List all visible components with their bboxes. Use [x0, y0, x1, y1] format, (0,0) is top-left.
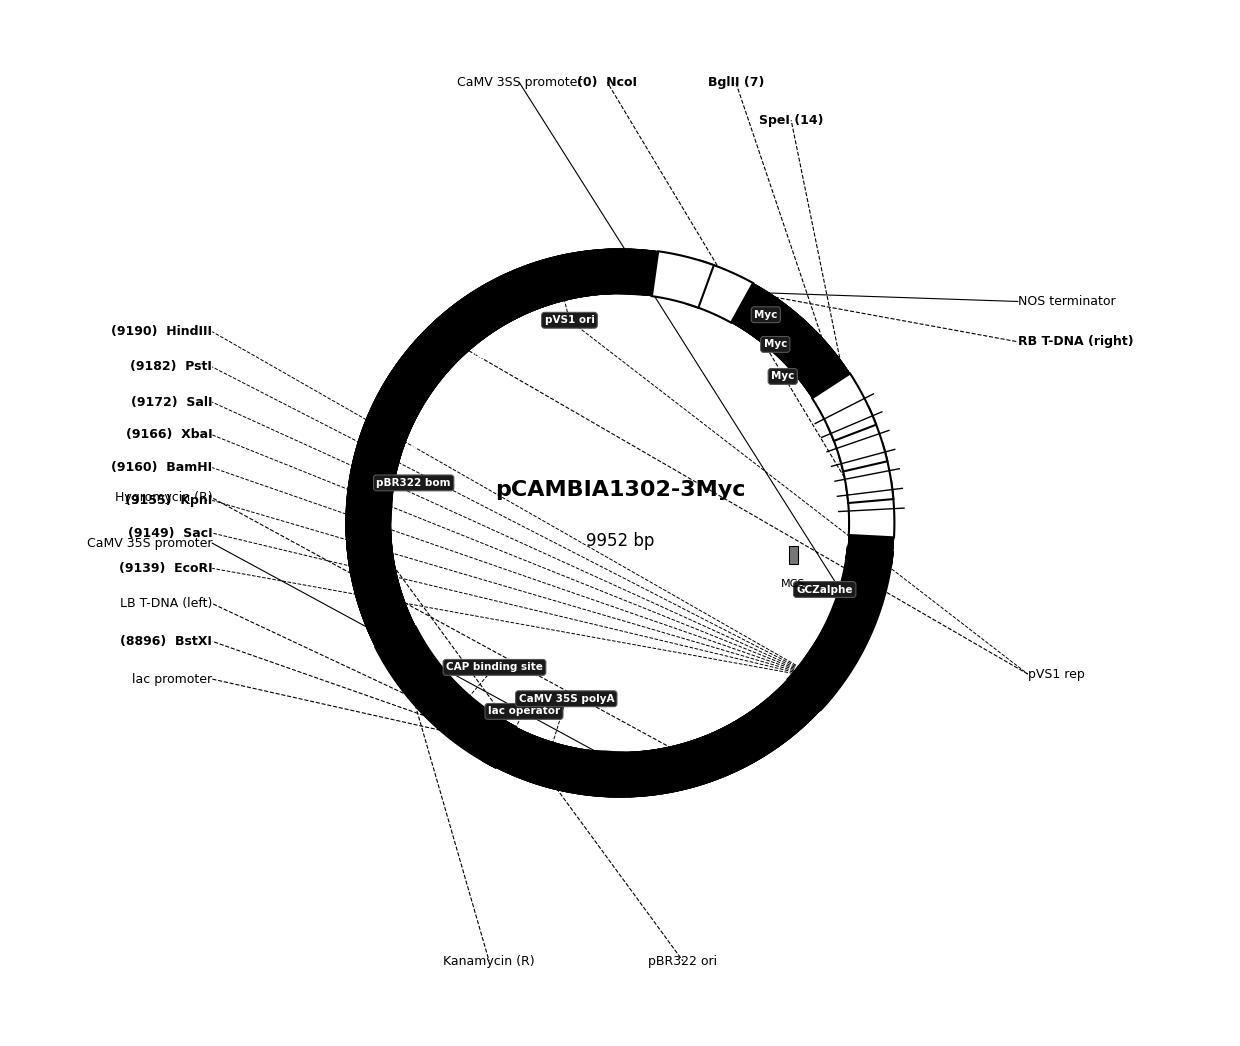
Polygon shape	[839, 442, 893, 503]
Text: lac promoter: lac promoter	[133, 673, 212, 685]
Text: p: p	[543, 310, 554, 322]
Polygon shape	[346, 249, 894, 797]
Text: (9160)  BamHI: (9160) BamHI	[112, 461, 212, 474]
Text: LB T-DNA (left): LB T-DNA (left)	[120, 597, 212, 610]
Text: (9182)  PstI: (9182) PstI	[130, 361, 212, 373]
Text: BglII (7): BglII (7)	[708, 76, 764, 89]
Text: CaMV 3SS promoter: CaMV 3SS promoter	[456, 76, 582, 89]
Text: p: p	[417, 422, 429, 433]
Text: (9155)  KpnI: (9155) KpnI	[125, 494, 212, 507]
Text: pVS1 rep: pVS1 rep	[1028, 667, 1085, 681]
Polygon shape	[652, 251, 714, 308]
Text: pCAMBIA1302-3Myc: pCAMBIA1302-3Myc	[495, 480, 745, 500]
Text: (9172)  SalI: (9172) SalI	[130, 395, 212, 409]
Text: pBR322 ori: pBR322 ori	[649, 955, 718, 968]
Polygon shape	[846, 480, 894, 538]
Polygon shape	[346, 249, 894, 797]
Polygon shape	[346, 249, 894, 797]
FancyBboxPatch shape	[789, 546, 799, 564]
Text: Myc: Myc	[764, 339, 787, 349]
Text: Myc: Myc	[754, 310, 777, 320]
Text: CaMV 35S polyA: CaMV 35S polyA	[518, 693, 614, 704]
Polygon shape	[787, 541, 893, 710]
Text: (9190)  HindIII: (9190) HindIII	[112, 325, 212, 338]
Text: S: S	[495, 333, 507, 345]
Text: (0)  NcoI: (0) NcoI	[578, 76, 637, 89]
Text: CaMV 35S promoter: CaMV 35S promoter	[87, 537, 212, 549]
Text: Kanamycin (R): Kanamycin (R)	[443, 955, 534, 968]
Text: CAP binding site: CAP binding site	[446, 662, 543, 673]
Text: A: A	[408, 442, 420, 454]
Text: R: R	[441, 382, 454, 394]
Polygon shape	[346, 249, 894, 797]
Text: pVS1 ori: pVS1 ori	[544, 315, 594, 325]
Text: e: e	[428, 402, 440, 412]
Text: 1: 1	[474, 349, 485, 361]
Text: RB T-DNA (right): RB T-DNA (right)	[1018, 336, 1133, 348]
Text: MCS: MCS	[781, 578, 806, 589]
Text: SpeI (14): SpeI (14)	[759, 114, 823, 127]
Text: 9952 bp: 9952 bp	[585, 531, 655, 549]
Polygon shape	[827, 407, 888, 472]
Polygon shape	[376, 627, 517, 768]
Polygon shape	[812, 373, 877, 441]
Text: lac operator: lac operator	[487, 706, 560, 717]
Text: (8896)  BstXI: (8896) BstXI	[120, 635, 212, 647]
Text: (9166)  XbaI: (9166) XbaI	[125, 429, 212, 441]
Text: pBR322 bom: pBR322 bom	[377, 478, 451, 487]
Text: (9149)  SacI: (9149) SacI	[128, 526, 212, 540]
Text: NOS terminator: NOS terminator	[1018, 295, 1115, 308]
Polygon shape	[687, 260, 753, 322]
Text: (9139)  EcoRI: (9139) EcoRI	[119, 562, 212, 575]
Text: GCZalphe: GCZalphe	[796, 585, 853, 594]
Text: Myc: Myc	[771, 371, 795, 382]
Text: Hygromycin (R): Hygromycin (R)	[114, 492, 212, 504]
Text: V: V	[518, 320, 529, 333]
